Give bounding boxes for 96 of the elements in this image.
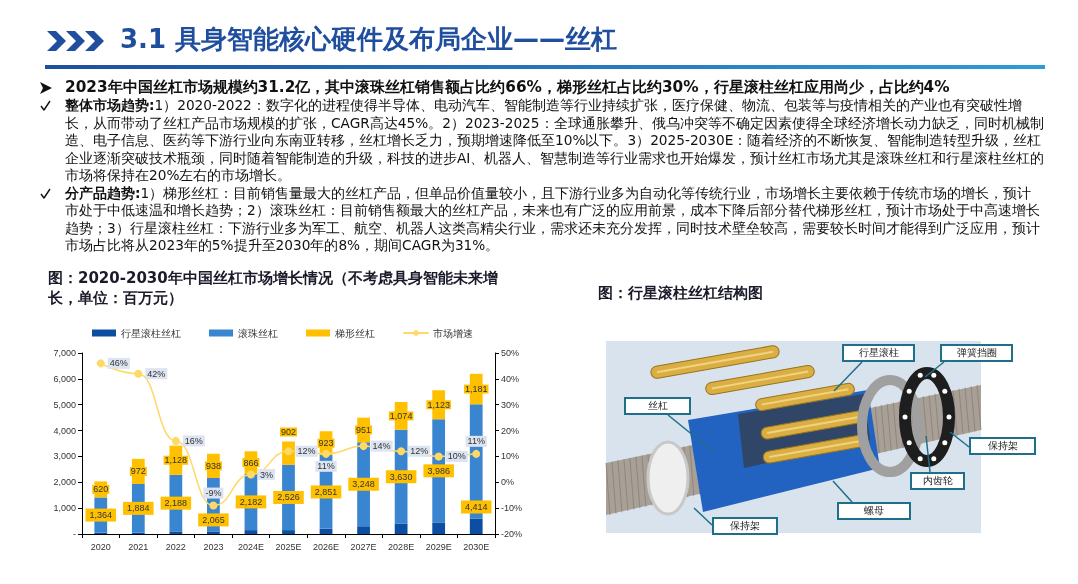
data-label: 620 <box>93 484 109 495</box>
data-label: 46% <box>109 358 128 369</box>
data-label: 11% <box>317 461 335 472</box>
x-tick-label: 2027E <box>350 541 377 552</box>
callout-box: 保持架 <box>712 517 778 535</box>
y2-tick-label: -10% <box>500 503 523 514</box>
y2-tick-label: 10% <box>500 451 520 462</box>
point <box>472 449 481 458</box>
point <box>322 449 331 458</box>
point <box>246 470 255 479</box>
data-label: 972 <box>130 466 146 477</box>
bar <box>432 522 446 534</box>
y-tick-label: 5,000 <box>53 399 76 410</box>
data-label: 3,248 <box>352 479 375 490</box>
x-tick-label: 2020 <box>90 541 111 552</box>
data-label: 1,128 <box>164 455 188 466</box>
callout-box: 丝杠 <box>624 397 691 415</box>
text: 2023年中国丝杠市场规模约31.2亿，其中滚珠丝杠销售额占比约66%，梯形丝杠占比约30%，行星滚柱丝杠应用尚少，占比约4% <box>65 78 950 96</box>
data-label: 11% <box>467 436 485 447</box>
data-label: 2,188 <box>164 498 188 509</box>
bar <box>357 526 370 534</box>
legend-label: 行星滚柱丝杠 <box>121 327 181 339</box>
point <box>434 452 443 461</box>
y2-tick-label: -20% <box>500 529 523 539</box>
bar <box>394 523 408 534</box>
callout-box: 内齿轮 <box>910 472 965 490</box>
legend-label: 梯形丝杠 <box>334 327 375 339</box>
y-tick-label: 6,000 <box>53 373 76 384</box>
data-label: 902 <box>280 426 297 437</box>
bar <box>244 530 258 534</box>
text: 分产品趋势:1）梯形丝杠：目前销售量最大的丝杠产品，但单品价值量较小，且下游行业多为自动化等传统行业，市场增长主要依赖于传统市场的增长，预计市处于中低速温和增长趋势；2）滚珠丝杠：目前销售额最大的丝杠产品，未来也有广泛的应用前景，成本下降后部分替代梯形丝杠，预计市场处于中高速增长趋势；3）行星滚柱丝杠：下游行业多为军工、航空、机器人这类高精尖行业，需求还未充分发挥，同时技术壁垒较高，需要较长时间才能得到广泛应用，预计市场占比将从2023年的5%提升至2030年的8%，期间CAGR为31%。 <box>65 184 1040 253</box>
callout-box: 保持架 <box>969 437 1036 455</box>
data-label: 938 <box>205 460 221 471</box>
y2-tick-label: 30% <box>500 399 520 410</box>
chart-title: 图：2020-2030年中国丝杠市场增长情况（不考虑具身智能未来增长，单位：百万元） <box>48 269 498 307</box>
data-label: 2,526 <box>277 492 300 503</box>
y-tick-label: 3,000 <box>53 451 76 462</box>
point <box>397 447 406 456</box>
point <box>171 436 180 445</box>
y-tick-label: 1,000 <box>53 503 76 514</box>
data-label: 4,414 <box>464 501 488 512</box>
data-label: 2,182 <box>239 496 263 507</box>
data-label: 2,851 <box>314 486 338 497</box>
y2-tick-label: 50% <box>500 348 520 358</box>
data-label: 1,884 <box>127 503 150 514</box>
data-label: 12% <box>297 446 316 457</box>
x-tick-label: 2026E <box>313 541 340 552</box>
point <box>96 359 105 368</box>
y2-tick-label: 0% <box>500 477 515 488</box>
text: 3.1 具身智能核心硬件及布局企业——丝杠 <box>120 24 618 54</box>
x-tick-label: 2024E <box>237 541 264 552</box>
data-label: -9% <box>205 488 222 499</box>
data-label: 16% <box>184 435 203 446</box>
callout-box: 弹簧挡圈 <box>940 344 1013 362</box>
y2-tick-label: 20% <box>500 425 520 436</box>
y-tick-label: 4,000 <box>53 425 76 436</box>
y-tick-label: 2,000 <box>53 477 76 488</box>
legend-label: 市场增速 <box>433 327 473 339</box>
bar <box>282 530 295 534</box>
data-label: 2,065 <box>202 514 225 525</box>
bar <box>169 531 183 534</box>
callout-box: 行星滚柱 <box>842 344 915 362</box>
data-label: 12% <box>410 446 429 457</box>
x-tick-label: 2023 <box>203 541 224 552</box>
data-label: 1,181 <box>464 384 488 395</box>
y2-tick-label: 40% <box>500 373 520 384</box>
data-label: 14% <box>372 441 391 452</box>
data-label: 866 <box>243 457 259 468</box>
point <box>134 369 143 378</box>
text: 整体市场趋势:1）2020-2022：数字化的进程使得半导体、电动汽车、智能制造等行业持续扩张，医疗保健、物流、包装等与疫情相关的产业也有突破性增长，从而带动了丝杠产品市场规模的扩张，CAGR高达45%。2）2023-2025：全球通胀攀升、俄乌冲突等不确定因素使得全球经济增长动力缺乏，同时机械制造、电子信息、医药等下游行业向东南亚转移，丝杠增长乏力，预期增速降低至10%以下。3）2025-2030E：随着经济的不断恢复、智能制造转型升级，丝杠企业逐渐突破技术瓶颈，同时随着智能制造的升级，科技的进步AI、机器人、智慧制造等行业需求也开始爆发，预计丝杠市场尤其是滚珠丝杠和行星滚柱丝杠的市场将保持在20%左右的市场增长。 <box>65 97 1045 183</box>
y-tick-label: - <box>73 529 76 539</box>
data-label: 951 <box>356 424 372 435</box>
x-tick-label: 2029E <box>425 541 452 552</box>
data-label: 10% <box>447 451 466 462</box>
point <box>359 442 368 451</box>
legend-label: 滚珠丝杠 <box>238 327 278 339</box>
bar <box>207 531 220 534</box>
x-tick-label: 2021 <box>128 541 149 552</box>
x-tick-label: 2030E <box>463 541 490 552</box>
bar <box>319 528 333 534</box>
data-label: 42% <box>147 368 166 379</box>
bar <box>469 518 483 534</box>
data-label: 3,630 <box>389 471 413 482</box>
data-label: 1,123 <box>427 399 450 410</box>
x-tick-label: 2022 <box>165 541 186 552</box>
point <box>209 501 218 510</box>
data-label: 923 <box>318 438 334 449</box>
text: 图：行星滚柱丝杠结构图 <box>598 284 763 302</box>
x-tick-label: 2028E <box>388 541 415 552</box>
data-label: 3,986 <box>427 465 450 476</box>
data-label: 1,074 <box>389 410 413 421</box>
y-tick-label: 7,000 <box>53 348 76 358</box>
data-label: 1,364 <box>89 510 113 521</box>
data-label: 3% <box>259 469 273 480</box>
x-tick-label: 2025E <box>275 541 302 552</box>
callout-box: 螺母 <box>837 502 911 520</box>
